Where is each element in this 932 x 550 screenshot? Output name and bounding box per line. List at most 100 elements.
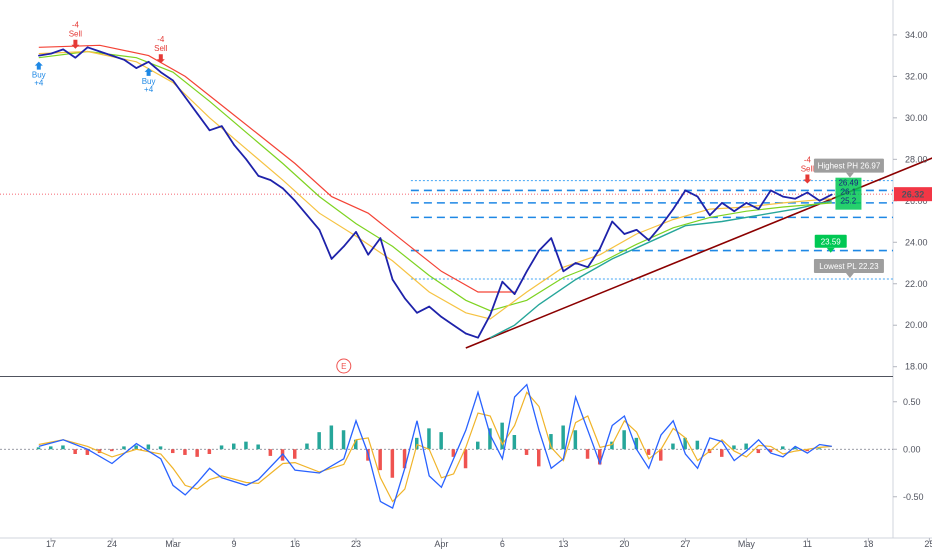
oscillator-axis: 0.50 0.00 -0.50 [893, 397, 924, 502]
histogram-bar [317, 432, 321, 450]
price-point [196, 112, 199, 115]
osc-tick-label: 0.00 [903, 444, 921, 454]
price-point [147, 61, 150, 63]
price-tick-label: 22.00 [905, 279, 928, 289]
price-point [306, 214, 309, 217]
sell-signal-label: Sell [801, 165, 815, 174]
price-point [135, 67, 138, 69]
price-tick-label: 28.00 [905, 154, 928, 164]
histogram-bar [476, 441, 480, 450]
histogram-bar [354, 439, 358, 450]
histogram-bar [768, 449, 773, 453]
sell-signal-count: -4 [804, 156, 812, 165]
price-point [550, 237, 552, 239]
price-point [745, 202, 748, 204]
histogram-bar [49, 446, 53, 450]
price-tick-label: 24.00 [905, 237, 928, 247]
price-point [611, 220, 613, 223]
price-point [404, 297, 406, 300]
price-point [599, 247, 601, 250]
histogram-bar [256, 444, 260, 450]
price-point [794, 197, 796, 200]
price-axis: 34.0032.0030.0028.0026.0024.0022.0020.00… [893, 30, 932, 372]
time-tick-label: 17 [46, 539, 56, 549]
histogram-bar [244, 441, 248, 450]
price-point [782, 195, 784, 198]
price-point [245, 158, 247, 161]
histogram-bar [415, 437, 419, 450]
histogram-bar [329, 425, 334, 450]
price-point [99, 50, 101, 53]
last-price-badge: 26.32 [902, 190, 925, 200]
price-point [562, 270, 565, 273]
price-point [513, 293, 516, 295]
histogram-bar [720, 449, 724, 457]
price-tick-label: 32.00 [905, 71, 928, 81]
price-point [452, 324, 455, 327]
price-point [330, 258, 333, 260]
price-point [111, 54, 113, 57]
histogram-bar [427, 428, 431, 450]
price-point [391, 278, 394, 281]
box-level-pointer-icon [826, 247, 835, 253]
sell-signal-label: Sell [69, 30, 83, 39]
price-point [757, 208, 760, 210]
price-point [831, 193, 833, 196]
price-point [574, 262, 577, 264]
histogram-bar [695, 440, 700, 450]
histogram-bar [85, 449, 90, 455]
histogram-bar [341, 430, 346, 450]
time-tick-label: 13 [558, 539, 568, 549]
sell-arrow-icon [156, 54, 165, 64]
price-point [684, 189, 687, 192]
time-tick-label: Mar [165, 539, 181, 549]
histogram-bar [793, 447, 797, 450]
price-point [50, 52, 52, 55]
histogram-bar [610, 441, 614, 450]
oscillator-pane[interactable] [0, 383, 893, 510]
histogram-bar [549, 434, 553, 450]
mini-box-label: 25.2 [841, 197, 857, 206]
lowest-pl-label: Lowest PL 22.23 [819, 262, 879, 271]
macd-line [38, 383, 832, 510]
histogram-bar [817, 448, 822, 450]
price-point [721, 202, 723, 204]
mini-box-label: 26.1 [841, 188, 857, 197]
buy-arrow-icon [144, 67, 153, 76]
price-point [208, 129, 211, 132]
price-point [635, 229, 638, 231]
histogram-bar [659, 449, 663, 461]
price-point [660, 224, 662, 227]
buy-signal-label: Buy [142, 77, 156, 86]
histogram-bar [781, 446, 785, 450]
histogram-bar [305, 443, 309, 450]
histogram-bar [598, 449, 602, 465]
price-point [367, 253, 370, 256]
histogram-bar [463, 449, 468, 469]
histogram-bar [36, 447, 41, 450]
price-point [172, 79, 174, 82]
histogram-bar [293, 449, 297, 459]
time-tick-label: 20 [619, 539, 629, 549]
histogram-bar [402, 449, 407, 469]
price-point [74, 56, 77, 59]
lowest-pl-pointer-icon [845, 272, 854, 278]
histogram-bar [122, 446, 126, 450]
sell-signal-count: -4 [157, 35, 165, 44]
sell-signal-label: Sell [154, 44, 168, 53]
trend-line [465, 157, 932, 349]
mini-box-bg [835, 177, 862, 210]
price-point [184, 96, 186, 98]
price-point [818, 199, 821, 202]
price-point [477, 336, 479, 339]
histogram-bar [732, 445, 736, 450]
price-point [257, 175, 260, 177]
time-tick-label: 25 [924, 539, 932, 549]
mini-box-label: 26.49 [838, 179, 859, 188]
histogram-bar [537, 449, 541, 467]
price-point [160, 71, 162, 74]
highest-ph-pointer-icon [845, 172, 854, 178]
histogram-bar [756, 449, 761, 454]
